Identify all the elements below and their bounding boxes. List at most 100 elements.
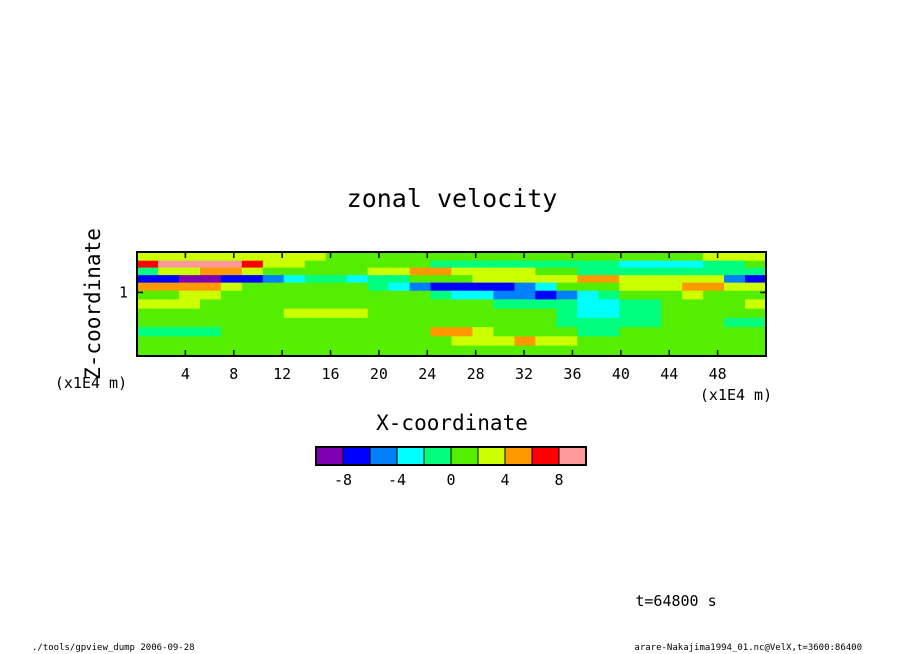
heatmap-cell bbox=[346, 275, 369, 284]
heatmap-cell bbox=[661, 336, 683, 347]
heatmap-cell bbox=[137, 282, 159, 292]
heatmap-cell bbox=[199, 308, 222, 319]
heatmap-cell bbox=[472, 290, 495, 300]
heatmap-cell bbox=[619, 260, 641, 269]
heatmap-cell bbox=[178, 282, 201, 292]
heatmap-cell bbox=[598, 327, 620, 337]
heatmap-cell bbox=[598, 282, 620, 292]
heatmap-cell bbox=[346, 327, 369, 337]
heatmap-cell bbox=[703, 345, 725, 357]
heatmap-cell bbox=[325, 299, 348, 310]
heatmap-cell bbox=[451, 275, 474, 284]
heatmap-cell bbox=[514, 299, 536, 310]
heatmap-cell bbox=[535, 308, 557, 319]
heatmap-cell bbox=[262, 345, 285, 357]
heatmap-cell bbox=[220, 317, 243, 328]
heatmap-cell bbox=[598, 308, 620, 319]
heatmap-cell bbox=[682, 282, 704, 292]
heatmap-cell bbox=[137, 267, 159, 276]
heatmap-cell bbox=[724, 299, 746, 310]
heatmap-cell bbox=[724, 290, 746, 300]
heatmap-cell bbox=[661, 327, 683, 337]
heatmap-cell bbox=[241, 308, 264, 319]
heatmap-cell bbox=[367, 290, 390, 300]
heatmap-cell bbox=[241, 317, 264, 328]
heatmap-cell bbox=[409, 317, 432, 328]
heatmap-cell bbox=[598, 299, 620, 310]
colorbar-swatch bbox=[531, 446, 560, 466]
heatmap-cell bbox=[745, 267, 767, 276]
heatmap-cell bbox=[409, 282, 432, 292]
colorbar-tick-label: 4 bbox=[500, 471, 509, 489]
heatmap-cell bbox=[514, 317, 536, 328]
heatmap-cell bbox=[430, 260, 453, 269]
heatmap-cell bbox=[451, 260, 474, 269]
heatmap-cell bbox=[137, 336, 159, 347]
heatmap-cell bbox=[199, 327, 222, 337]
heatmap-cell bbox=[535, 290, 557, 300]
heatmap-cell bbox=[241, 260, 264, 269]
heatmap-cell bbox=[157, 282, 180, 292]
heatmap-cell bbox=[535, 317, 557, 328]
heatmap-cell bbox=[199, 267, 222, 276]
heatmap-cell bbox=[367, 327, 390, 337]
heatmap-cell bbox=[430, 252, 453, 262]
heatmap-cell bbox=[157, 327, 180, 337]
heatmap-cell bbox=[640, 260, 662, 269]
heatmap-cell bbox=[388, 290, 411, 300]
x-tick-label: 24 bbox=[418, 365, 436, 383]
heatmap-cell bbox=[220, 267, 243, 276]
heatmap-cell bbox=[556, 308, 578, 319]
heatmap-cell bbox=[199, 290, 222, 300]
heatmap-cell bbox=[619, 308, 641, 319]
heatmap-cell bbox=[598, 267, 620, 276]
heatmap-cell bbox=[367, 260, 390, 269]
heatmap-cell bbox=[409, 260, 432, 269]
heatmap-cell bbox=[283, 299, 306, 310]
heatmap-cell bbox=[137, 299, 159, 310]
heatmap-cell bbox=[493, 260, 515, 269]
heatmap-cell bbox=[472, 267, 495, 276]
heatmap-cell bbox=[682, 275, 704, 284]
heatmap-cell bbox=[367, 336, 390, 347]
heatmap-cell bbox=[304, 299, 327, 310]
colorbar-swatch bbox=[450, 446, 479, 466]
heatmap-cell bbox=[283, 267, 306, 276]
heatmap-cell bbox=[388, 252, 411, 262]
heatmap-cell bbox=[409, 267, 432, 276]
heatmap-cell bbox=[640, 336, 662, 347]
heatmap-cell bbox=[682, 327, 704, 337]
heatmap-cell bbox=[220, 282, 243, 292]
heatmap-cell bbox=[325, 290, 348, 300]
heatmap-cell bbox=[640, 252, 662, 262]
heatmap-cell bbox=[137, 327, 159, 337]
x-tick-label: 44 bbox=[660, 365, 678, 383]
heatmap-cell bbox=[472, 275, 495, 284]
heatmap-cell bbox=[283, 327, 306, 337]
heatmap-cell bbox=[283, 336, 306, 347]
x-tick-label: 8 bbox=[229, 365, 238, 383]
heatmap-cell bbox=[388, 308, 411, 319]
heatmap-cell bbox=[283, 317, 306, 328]
plot-frame bbox=[136, 251, 767, 357]
heatmap-cell bbox=[199, 260, 222, 269]
x-tick-label: 16 bbox=[322, 365, 340, 383]
heatmap-cell bbox=[199, 275, 222, 284]
heatmap-cell bbox=[178, 317, 201, 328]
heatmap-cell bbox=[325, 327, 348, 337]
heatmap-cell bbox=[304, 260, 327, 269]
x-axis: 4 8 12 16 20 24 28 32 36 40 44 48 bbox=[181, 252, 727, 383]
heatmap-cell bbox=[493, 282, 515, 292]
heatmap-cell bbox=[556, 299, 578, 310]
heatmap-cell bbox=[262, 260, 285, 269]
heatmap-cell bbox=[430, 299, 453, 310]
heatmap-cell bbox=[262, 299, 285, 310]
heatmap-cell bbox=[388, 260, 411, 269]
heatmap-cell bbox=[724, 327, 746, 337]
heatmap-cell bbox=[703, 317, 725, 328]
heatmap-cell bbox=[137, 345, 159, 357]
heatmap-cell bbox=[682, 308, 704, 319]
heatmap-cell bbox=[388, 327, 411, 337]
source-note: ./tools/gpview_dump 2006-09-28 bbox=[32, 643, 195, 653]
heatmap-cell bbox=[472, 345, 495, 357]
